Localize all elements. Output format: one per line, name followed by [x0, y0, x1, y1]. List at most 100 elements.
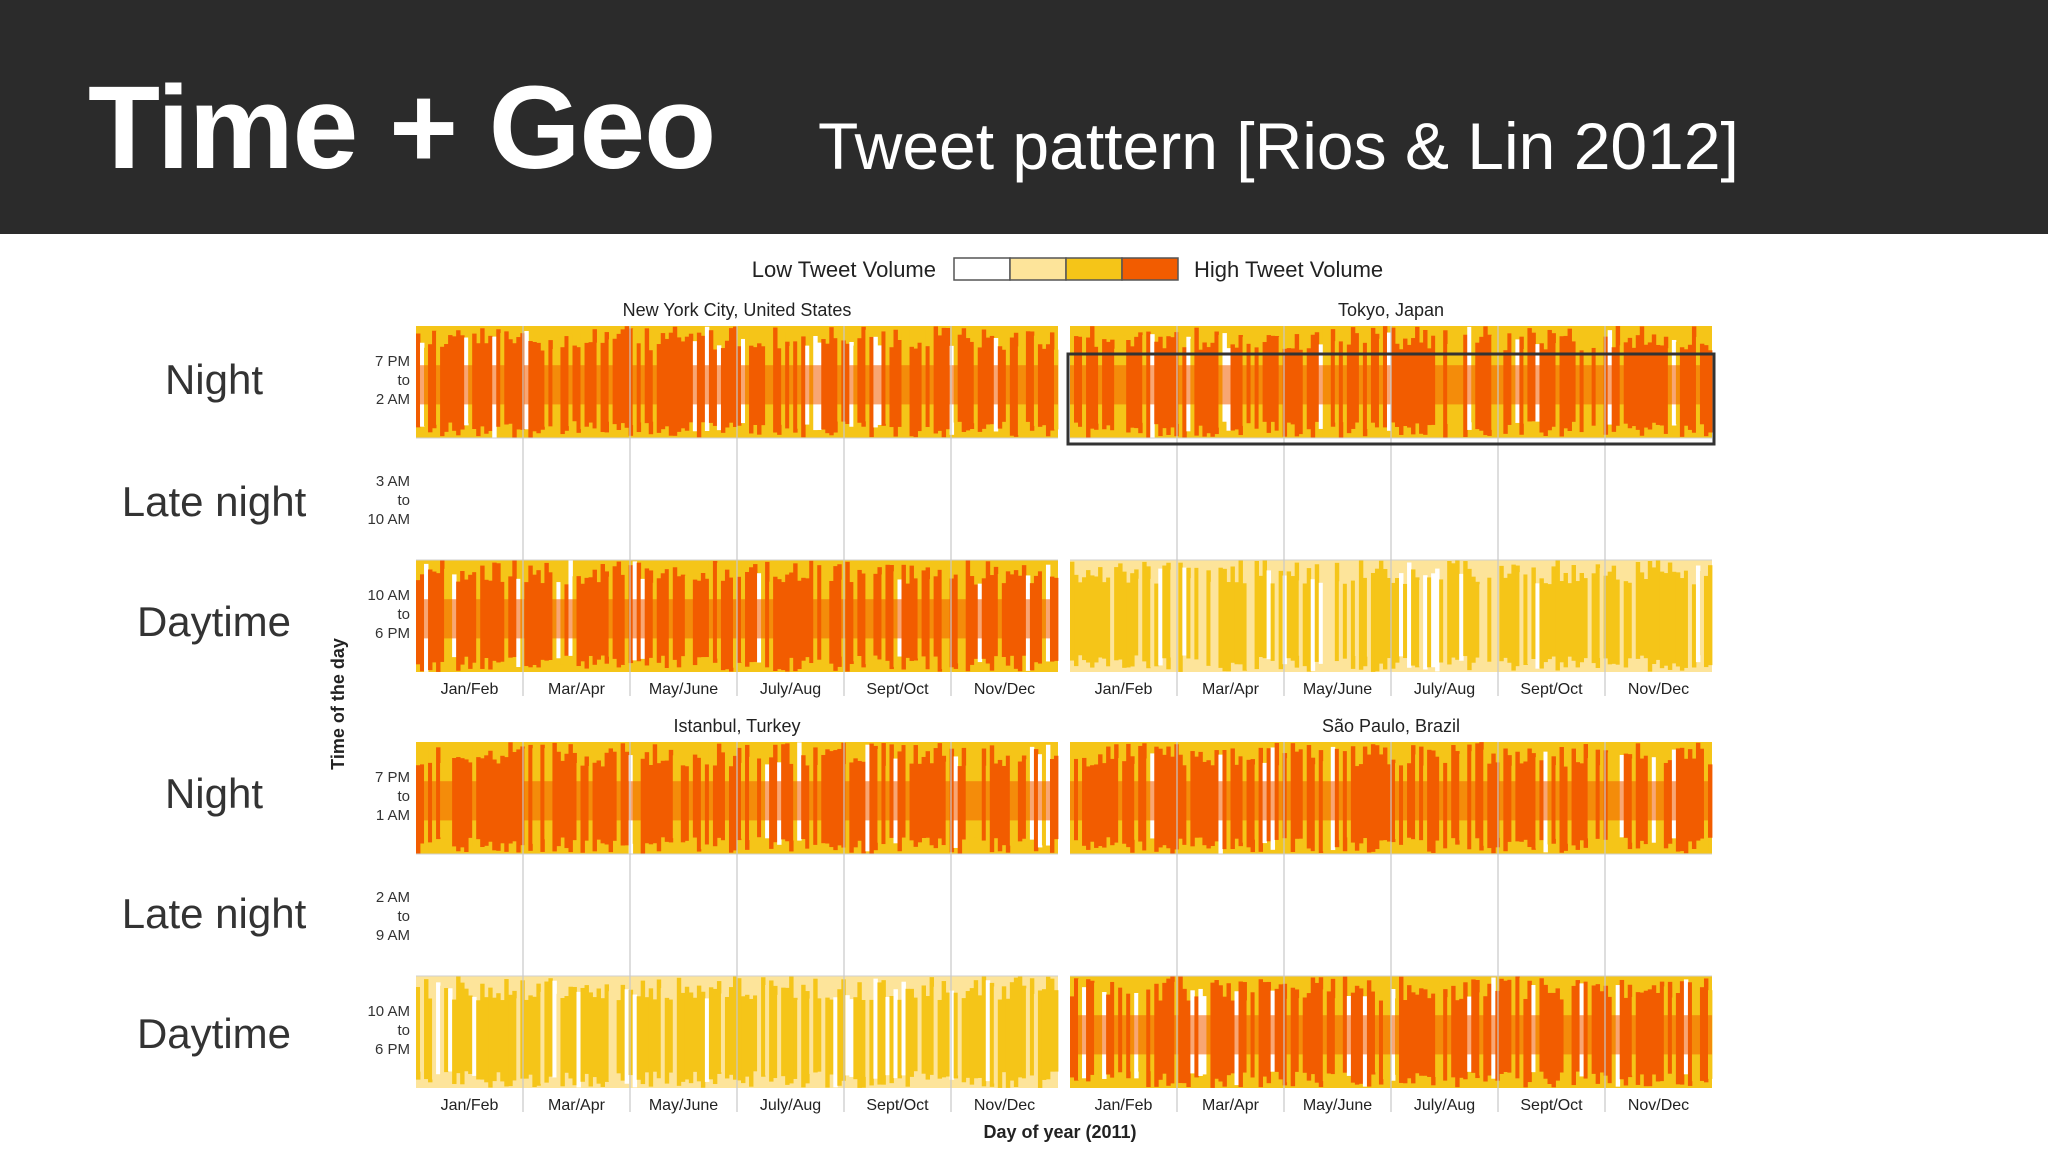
day-cell: [1503, 577, 1508, 658]
day-cell: [1499, 565, 1504, 662]
day-cell: [1683, 570, 1689, 668]
day-cell: [1571, 565, 1576, 661]
day-cell: [1202, 563, 1207, 658]
day-cell: [833, 997, 838, 1088]
row-label-daytime-top: Daytime: [136, 598, 292, 645]
day-cell: [1619, 566, 1625, 666]
day-cell: [1094, 576, 1099, 663]
day-cell: [1114, 567, 1119, 661]
x-tick-label: Sept/Oct: [1520, 681, 1583, 698]
day-cell: [1158, 568, 1163, 666]
day-cell: [1278, 570, 1284, 670]
day-cell: [1435, 568, 1440, 672]
day-cell: [901, 981, 906, 1076]
day-cell: [957, 979, 963, 1076]
day-cell: [1362, 577, 1368, 667]
day-cell: [1074, 574, 1079, 667]
day-cell: [877, 982, 882, 1085]
day-cell: [640, 980, 646, 1085]
day-cell: [1130, 573, 1135, 667]
day-cell: [761, 977, 766, 1077]
day-cell: [769, 980, 774, 1082]
day-cell: [1350, 580, 1356, 669]
x-tick-label: July/Aug: [760, 681, 821, 698]
day-cell: [881, 980, 886, 1085]
day-cell: [1182, 567, 1187, 656]
day-cell: [1358, 560, 1364, 670]
day-cell: [1643, 579, 1649, 659]
time-of-day-label: 2 AM: [376, 889, 410, 906]
day-cell: [548, 978, 553, 1077]
day-cell: [1703, 575, 1709, 668]
day-cell: [608, 991, 614, 1082]
day-cell: [805, 991, 810, 1084]
day-cell: [1395, 578, 1400, 663]
day-cell: [845, 995, 850, 1076]
y-axis-title: Time of the day: [330, 638, 348, 770]
day-cell: [1354, 566, 1360, 656]
day-cell: [1487, 577, 1492, 662]
day-cell: [636, 996, 642, 1080]
slide-title: Time + Geo: [88, 62, 716, 194]
slide-subtitle: Tweet pattern [Rios & Lin 2012]: [818, 109, 1739, 183]
day-cell: [1555, 560, 1560, 671]
day-cell: [1366, 560, 1372, 657]
day-cell: [1439, 579, 1444, 663]
day-cell: [1623, 581, 1629, 668]
day-cell: [724, 996, 730, 1079]
day-cell: [1587, 562, 1593, 660]
day-cell: [1679, 578, 1685, 671]
x-tick-label: Mar/Apr: [1202, 1097, 1260, 1114]
day-cell: [1535, 583, 1540, 669]
day-cell: [865, 997, 870, 1077]
day-cell: [604, 984, 609, 1082]
day-cell: [572, 986, 577, 1086]
day-cell: [1563, 572, 1568, 668]
day-cell: [993, 986, 999, 1084]
day-cell: [720, 993, 726, 1073]
day-cell: [945, 992, 951, 1077]
x-tick-label: Nov/Dec: [974, 1097, 1035, 1114]
day-cell: [1118, 563, 1123, 660]
day-cell: [1078, 582, 1083, 656]
day-cell: [977, 995, 983, 1078]
day-cell: [1310, 579, 1316, 671]
day-cell: [1707, 565, 1713, 666]
time-of-day-label: to: [397, 372, 410, 389]
day-cell: [428, 998, 433, 1083]
day-cell: [1190, 578, 1195, 665]
time-of-day-label: to: [397, 1022, 410, 1039]
legend-low-label: Low Tweet Volume: [752, 257, 936, 282]
day-cell: [1543, 583, 1548, 663]
day-cell: [1382, 568, 1388, 670]
day-cell: [1579, 572, 1584, 663]
day-cell: [929, 977, 935, 1075]
day-cell: [1090, 575, 1095, 668]
day-cell: [500, 1000, 505, 1082]
day-cell: [1290, 576, 1296, 661]
day-cell: [1667, 562, 1673, 670]
day-cell: [1266, 570, 1272, 660]
day-cell: [1025, 988, 1031, 1083]
x-tick-label: Mar/Apr: [548, 1097, 606, 1114]
day-cell: [893, 989, 898, 1079]
day-cell: [1455, 560, 1460, 660]
day-cell: [1515, 565, 1520, 667]
day-cell: [668, 999, 674, 1073]
x-tick-label: May/June: [649, 681, 718, 698]
day-cell: [781, 987, 786, 1077]
day-cell: [849, 999, 854, 1077]
day-cell: [600, 998, 605, 1087]
day-cell: [801, 984, 806, 1088]
day-cell: [933, 986, 939, 1087]
day-cell: [861, 999, 866, 1088]
day-cell: [592, 997, 597, 1078]
day-cell: [997, 999, 1003, 1088]
time-of-day-label: to: [397, 492, 410, 509]
day-cell: [1463, 561, 1468, 657]
day-cell: [656, 979, 662, 1079]
day-cell: [1086, 570, 1091, 663]
panel-title: Tokyo, Japan: [1338, 300, 1444, 320]
time-of-day-label: 2 AM: [376, 391, 410, 408]
day-cell: [1475, 581, 1480, 658]
